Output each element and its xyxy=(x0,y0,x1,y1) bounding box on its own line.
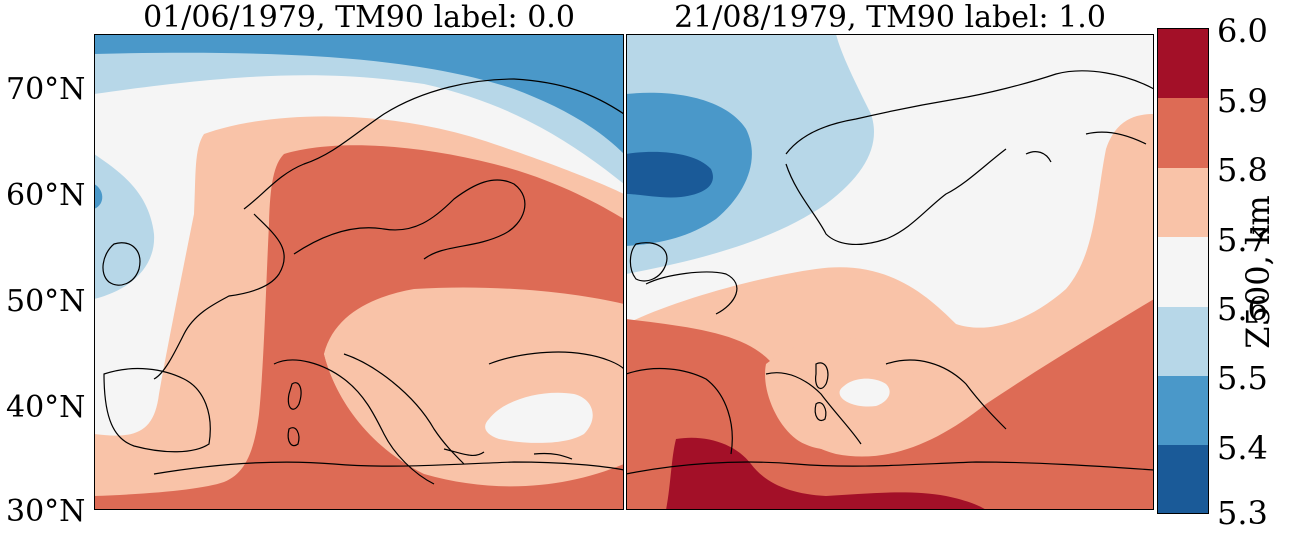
lat-label-70n: 70°N xyxy=(6,72,86,107)
map-panel-right xyxy=(626,34,1154,510)
colorbar-tick-5.9: 5.9 xyxy=(1217,82,1268,120)
colorbar-label: Z500, km xyxy=(1239,195,1277,349)
z500-contour-map-right xyxy=(626,34,1154,510)
colorbar-tick-5.7: 5.7 xyxy=(1217,221,1268,259)
colorbar-tick-5.8: 5.8 xyxy=(1217,151,1268,189)
colorbar-tick-5.6: 5.6 xyxy=(1217,290,1268,328)
colorbar-swatch-5.5-5.6 xyxy=(1158,306,1208,376)
z500-contour-map-left xyxy=(94,34,624,510)
colorbar-tick-5.5: 5.5 xyxy=(1217,359,1268,397)
colorbar-swatch-5.6-5.7 xyxy=(1158,237,1208,307)
colorbar-swatch-5.8-5.9 xyxy=(1158,98,1208,168)
colorbar-tick-6.0: 6.0 xyxy=(1217,12,1268,50)
colorbar-swatch-5.7-5.8 xyxy=(1158,167,1208,238)
lat-label-30n: 30°N xyxy=(6,494,86,529)
map-panel-left xyxy=(94,34,624,510)
lat-label-50n: 50°N xyxy=(6,284,86,319)
colorbar-swatch-5.9-6.0 xyxy=(1158,29,1208,99)
colorbar-swatch-5.4-5.5 xyxy=(1158,375,1208,446)
colorbar xyxy=(1157,28,1209,514)
panel-title-left: 01/06/1979, TM90 label: 0.0 xyxy=(143,0,575,35)
colorbar-tick-5.4: 5.4 xyxy=(1217,429,1268,467)
colorbar-tick-5.3: 5.3 xyxy=(1217,494,1268,532)
lat-label-60n: 60°N xyxy=(6,178,86,213)
panel-title-right: 21/08/1979, TM90 label: 1.0 xyxy=(674,0,1106,35)
lat-label-40n: 40°N xyxy=(6,390,86,425)
colorbar-swatch-5.3-5.4 xyxy=(1158,445,1208,513)
